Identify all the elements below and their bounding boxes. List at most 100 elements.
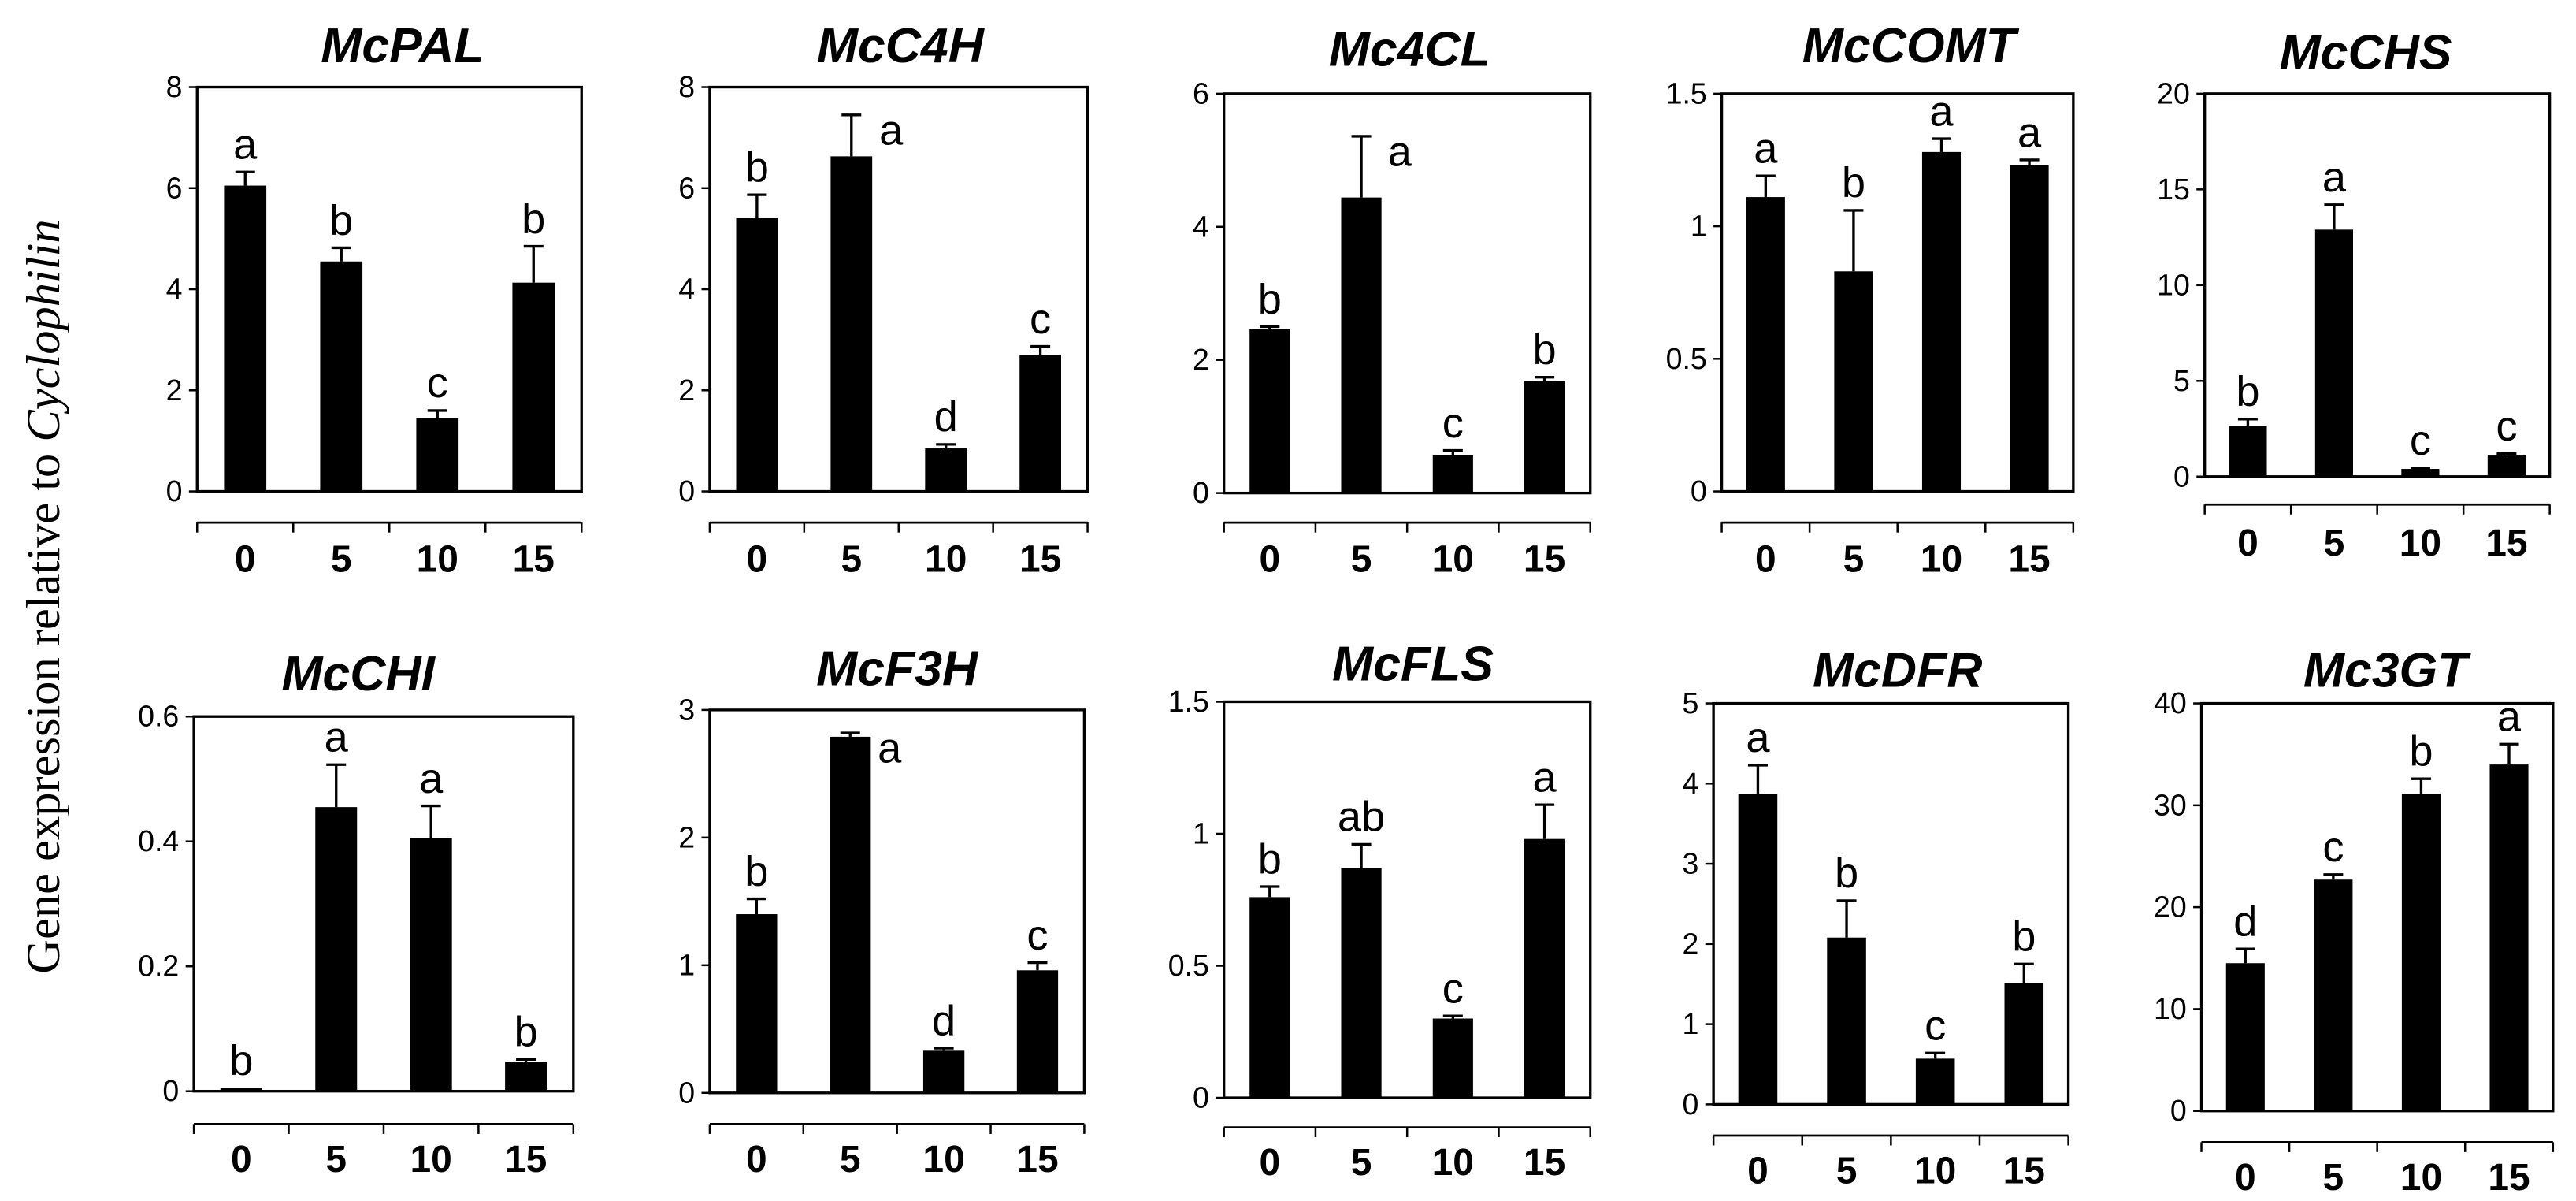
bar: [416, 418, 459, 492]
bar: [2401, 794, 2441, 1111]
bar: [830, 736, 871, 1093]
significance-letter: a: [233, 121, 258, 169]
bar: [512, 282, 555, 492]
x-tick-label: 0: [1755, 539, 1776, 581]
error-bar: [2496, 452, 2517, 456]
y-tick-label: 20: [2157, 76, 2190, 110]
bar: [922, 1050, 965, 1093]
significance-letter: a: [2322, 154, 2347, 201]
error-bar: [746, 897, 766, 915]
error-bar: [1925, 1051, 1946, 1059]
y-tick-label: 0: [1682, 1088, 1698, 1121]
significance-letter: b: [744, 848, 768, 895]
significance-letter: a: [1746, 714, 1770, 761]
error-bar: [523, 244, 544, 283]
significance-letter: a: [2017, 109, 2042, 156]
y-tick-label: 5: [1682, 686, 1698, 719]
y-tick-label: 0.2: [138, 950, 179, 983]
significance-letter: ab: [1338, 794, 1385, 841]
x-tick-label: 0: [746, 1139, 767, 1181]
y-tick-label: 1.5: [1168, 685, 1209, 718]
x-tick-label: 0: [2235, 1157, 2256, 1199]
y-tick-label: 1: [1193, 816, 1209, 850]
y-tick-label: 2: [1682, 927, 1698, 960]
y-tick-label: 6: [678, 171, 695, 204]
plot-frame: [192, 715, 575, 1093]
y-tick-label: 2: [678, 374, 695, 407]
x-tick-label: 5: [841, 539, 862, 581]
significance-letter: b: [1533, 326, 1557, 374]
y-tick-label: 0: [1193, 476, 1209, 509]
y-tick-label: 6: [166, 171, 183, 204]
panel-title: McFLS: [1332, 636, 1494, 691]
error-bar: [2237, 418, 2258, 426]
y-tick-label: 10: [2154, 992, 2187, 1025]
x-tick-label: 15: [2003, 1150, 2045, 1192]
significance-letter: c: [2410, 417, 2431, 464]
y-axis-label: Gene expression relative to Cyclophilin: [17, 219, 70, 973]
y-tick-label: 2: [678, 820, 695, 853]
error-bar: [1260, 325, 1280, 329]
plot-frame: [1222, 700, 1592, 1099]
panel-title: McCOMT: [1802, 18, 2020, 73]
y-tick-label: 6: [1193, 76, 1209, 110]
y-tick-label: 0: [678, 1076, 695, 1109]
panel-mcfls: McFLS 0 0.5 1 1.5 0 b 5 ab 10 c 15 a: [1168, 636, 1592, 1184]
error-bar: [1535, 803, 1555, 839]
error-bar: [936, 443, 956, 449]
significance-letter: c: [427, 359, 448, 407]
error-bar: [1442, 1014, 1463, 1019]
x-tick-label: 0: [1259, 1142, 1280, 1184]
y-tick-label: 1: [1691, 210, 1707, 243]
bar: [224, 185, 267, 492]
bar: [1915, 1058, 1955, 1105]
significance-letter: c: [2322, 824, 2344, 871]
bar: [505, 1062, 547, 1091]
x-tick-label: 5: [2324, 522, 2345, 564]
bar: [736, 914, 778, 1093]
y-tick-label: 4: [1682, 767, 1698, 800]
bar: [1432, 1018, 1473, 1099]
error-bar: [1755, 174, 1776, 198]
bar: [1738, 794, 1778, 1105]
error-bar: [840, 731, 860, 737]
y-tick-label: 0.6: [138, 700, 179, 733]
x-tick-label: 10: [410, 1139, 452, 1181]
x-tick-label: 5: [331, 539, 352, 581]
x-tick-label: 10: [1432, 539, 1474, 581]
significance-letter: d: [932, 997, 956, 1044]
significance-letter: b: [1835, 850, 1858, 897]
panel-title: McCHS: [2280, 25, 2452, 80]
bar: [1019, 355, 1061, 492]
y-tick-label: 2: [166, 374, 183, 407]
error-bar: [1836, 899, 1857, 938]
significance-letter: d: [2233, 898, 2257, 945]
error-bar: [421, 804, 441, 838]
bar: [2004, 983, 2044, 1105]
x-tick-label: 5: [840, 1139, 861, 1181]
panel-title: McDFR: [1813, 643, 1982, 698]
y-tick-label: 5: [2173, 364, 2190, 397]
y-tick-label: 0: [166, 474, 183, 508]
error-bar: [427, 409, 447, 418]
bar: [1827, 937, 1866, 1105]
y-tick-label: 4: [678, 273, 695, 306]
x-tick-label: 10: [1914, 1150, 1956, 1192]
bar: [2401, 469, 2440, 477]
significance-letter: a: [419, 755, 444, 802]
error-bar: [1843, 209, 1864, 272]
error-bar: [1260, 885, 1280, 898]
panel-title: Mc3GT: [2303, 643, 2471, 698]
x-tick-label: 0: [2237, 522, 2259, 564]
significance-letter: a: [879, 106, 904, 154]
x-tick-label: 5: [2323, 1157, 2344, 1199]
panel-mcf3h: McF3H 0 1 2 3 0 b 5 a 10 d 15 c: [678, 641, 1086, 1181]
bar: [2229, 426, 2267, 477]
error-bar: [516, 1058, 536, 1062]
significance-letter: c: [1925, 1002, 1946, 1050]
bar: [925, 448, 967, 492]
x-tick-label: 5: [1351, 539, 1372, 581]
significance-letter: b: [2012, 913, 2036, 961]
error-bar: [326, 763, 347, 808]
panel-title: McC4H: [817, 18, 985, 73]
